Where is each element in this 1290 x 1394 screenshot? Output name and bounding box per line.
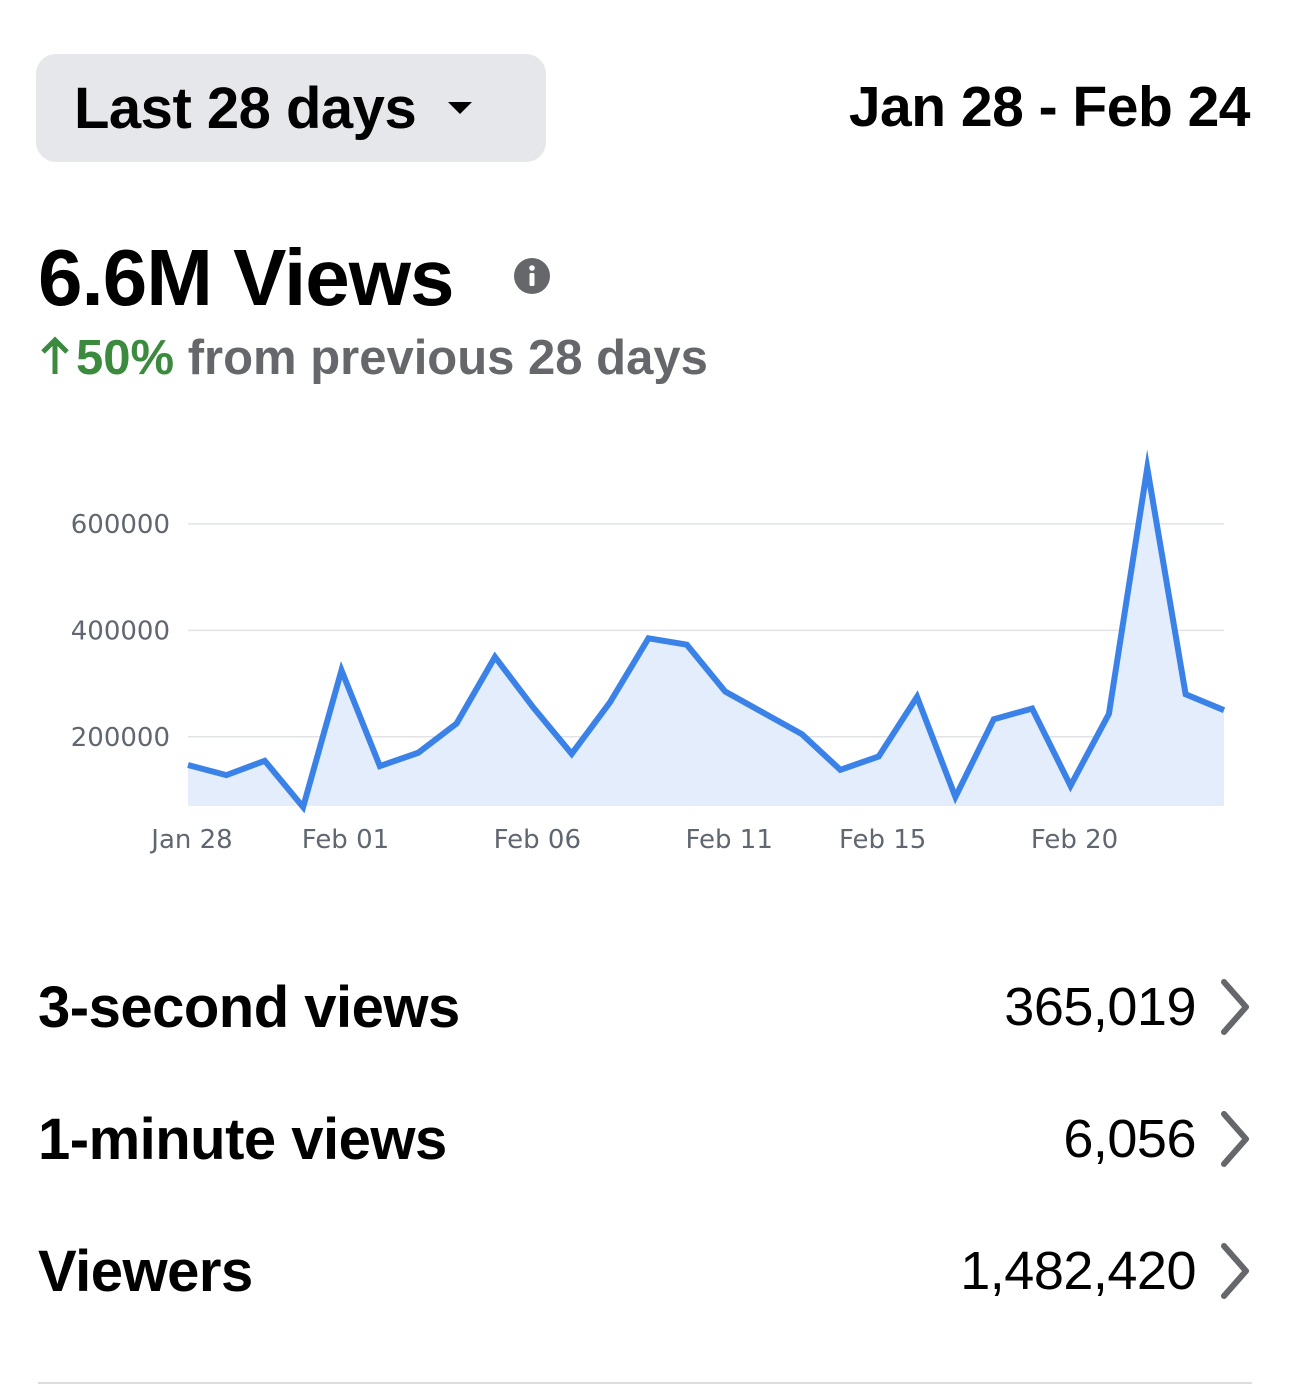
divider: [38, 1382, 1252, 1384]
metric-value: 6,056: [1063, 1109, 1196, 1169]
y-tick-label: 600000: [71, 510, 170, 540]
views-chart: 600000 400000 200000 Jan 28 Feb 01 Feb 06 Feb …: [71, 449, 1226, 855]
x-tick-label: Feb 06: [494, 825, 581, 855]
caret-down-icon: [448, 102, 473, 114]
chevron-right-icon: [1221, 979, 1249, 1035]
metric-row-3-second-views[interactable]: 3-second views 365,019: [38, 962, 1252, 1052]
views-change-text: from previous 28 days: [174, 331, 708, 385]
area-fill: [188, 467, 1224, 808]
y-tick-label: 200000: [71, 723, 170, 753]
views-change-percent: 50%: [76, 331, 175, 385]
up-arrow-icon: [41, 336, 69, 374]
metric-value: 1,482,420: [960, 1241, 1196, 1301]
info-icon[interactable]: [514, 258, 550, 294]
x-tick-label: Feb 11: [685, 825, 772, 855]
x-tick-label: Jan 28: [149, 825, 232, 855]
series-line: [187, 449, 1226, 814]
x-tick-label: Feb 15: [839, 825, 926, 855]
metric-label: Viewers: [38, 1238, 253, 1304]
date-range-dropdown[interactable]: Last 28 days: [36, 54, 546, 162]
x-tick-label: Feb 01: [302, 825, 389, 855]
y-tick-label: 400000: [71, 616, 170, 646]
date-range-dropdown-label: Last 28 days: [74, 75, 417, 141]
chevron-right-icon: [1221, 1111, 1249, 1167]
metric-label: 1-minute views: [38, 1106, 447, 1172]
metric-value: 365,019: [1004, 977, 1196, 1037]
views-total: 6.6M Views: [38, 233, 454, 322]
chevron-right-icon: [1221, 1243, 1249, 1299]
metric-label: 3-second views: [38, 974, 460, 1040]
metric-row-viewers[interactable]: Viewers 1,482,420: [38, 1226, 1252, 1316]
metric-row-1-minute-views[interactable]: 1-minute views 6,056: [38, 1094, 1252, 1184]
views-change: 50% from previous 28 days: [38, 330, 708, 386]
x-tick-label: Feb 20: [1031, 825, 1118, 855]
date-range-text: Jan 28 - Feb 24: [848, 75, 1251, 139]
